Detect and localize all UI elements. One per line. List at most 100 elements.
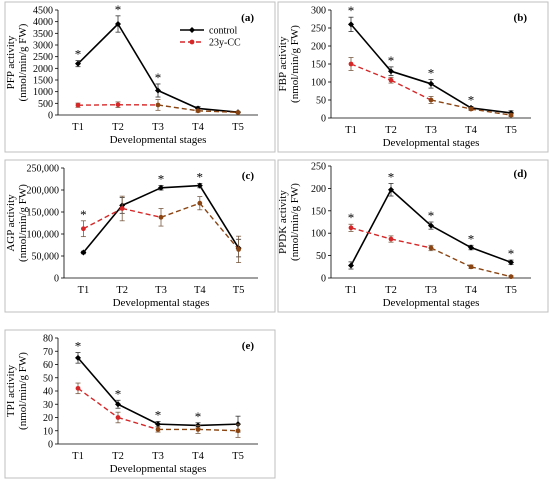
y-tick-label: 4000 [33,17,53,28]
data-point [236,110,241,115]
x-tick-label: T1 [72,451,84,462]
y-tick-label: 250,000 [27,164,60,175]
y-tick-label: 200 [311,184,326,195]
x-tick-label: T2 [112,451,124,462]
legend-marker-treated [190,40,195,45]
y-tick-label: 50 [316,251,326,262]
significance-asterisk: * [155,70,162,85]
panel-letter: (a) [241,12,254,24]
significance-asterisk: * [468,231,475,246]
significance-asterisk: * [75,47,82,62]
y-tick-label: 10 [43,426,53,437]
y-tick-label: 30 [43,400,53,411]
y-tick-label: 150 [311,206,326,217]
significance-asterisk: * [75,339,82,354]
y-axis-unit: (nmol/min/g FW) [289,183,301,261]
significance-asterisk: * [115,386,122,401]
legend-label-control: control [209,26,238,37]
y-tick-label: 1000 [33,87,53,98]
y-tick-label: 300 [311,6,326,17]
y-tick-label: 150 [311,60,326,71]
significance-asterisk: * [195,409,202,424]
y-tick-label: 0 [48,440,53,451]
x-tick-label: T5 [505,125,517,136]
y-tick-label: 250 [311,162,326,173]
data-point [349,62,354,67]
y-axis-title: TPI activity [5,364,17,417]
y-tick-label: 0 [321,274,326,285]
significance-asterisk: * [388,53,395,68]
y-tick-label: 50 [43,373,53,384]
y-tick-label: 3500 [33,29,53,40]
data-point [116,102,121,107]
data-point [389,237,394,242]
y-tick-label: 3000 [33,41,53,52]
y-tick-label: 0 [321,114,326,125]
data-point [197,201,202,206]
x-tick-label: T2 [112,122,124,133]
significance-asterisk: * [388,169,395,184]
significance-asterisk: * [428,65,435,80]
x-tick-label: T3 [155,285,167,296]
x-tick-label: T4 [192,451,204,462]
data-point [349,225,354,230]
panel-letter: (d) [514,168,528,180]
x-tick-label: T5 [232,122,244,133]
x-tick-label: T2 [116,285,128,296]
y-tick-label: 60 [43,360,53,371]
significance-asterisk: * [348,210,355,225]
data-point [429,98,434,103]
significance-asterisk: * [158,172,165,187]
x-axis-title: Developmental stages [113,297,210,309]
y-axis-title: PFP activity [5,35,17,89]
data-point [76,386,81,391]
y-tick-label: 100 [311,229,326,240]
data-point [159,215,164,220]
x-tick-label: T3 [152,451,164,462]
x-axis-title: Developmental stages [110,134,207,146]
data-point [236,428,241,433]
y-tick-label: 0 [54,274,59,285]
y-tick-label: 40 [43,387,53,398]
y-tick-label: 250 [311,24,326,35]
y-tick-label: 20 [43,413,53,424]
data-point [156,427,161,432]
y-axis-title: PPDK activity [277,190,289,254]
x-tick-label: T3 [425,125,437,136]
x-tick-label: T5 [233,285,245,296]
data-point [196,427,201,432]
data-point [509,274,514,279]
y-tick-label: 80 [43,334,53,345]
data-point [236,247,241,252]
data-point [156,103,161,108]
data-point [196,108,201,113]
legend-label-treated: 23y-CC [209,38,241,49]
x-tick-label: T3 [425,285,437,296]
data-point [389,78,394,83]
x-tick-label: T2 [385,125,397,136]
y-tick-label: 4500 [33,6,53,17]
data-point [429,246,434,251]
y-tick-label: 1500 [33,76,53,87]
x-tick-label: T5 [232,451,244,462]
y-tick-label: 50 [316,96,326,107]
y-tick-label: 2000 [33,64,53,75]
data-point [120,206,125,211]
y-tick-label: 50,000 [32,252,60,263]
significance-asterisk: * [348,3,355,18]
x-tick-label: T4 [194,285,206,296]
y-axis-title: FBP activity [277,36,289,91]
panel-letter: (b) [514,12,528,24]
data-point [509,113,514,118]
y-axis-unit: (nmol/min/g FW) [289,25,301,103]
significance-asterisk: * [468,92,475,107]
x-axis-title: Developmental stages [383,137,480,149]
y-tick-label: 100,000 [27,230,60,241]
data-point [76,103,81,108]
